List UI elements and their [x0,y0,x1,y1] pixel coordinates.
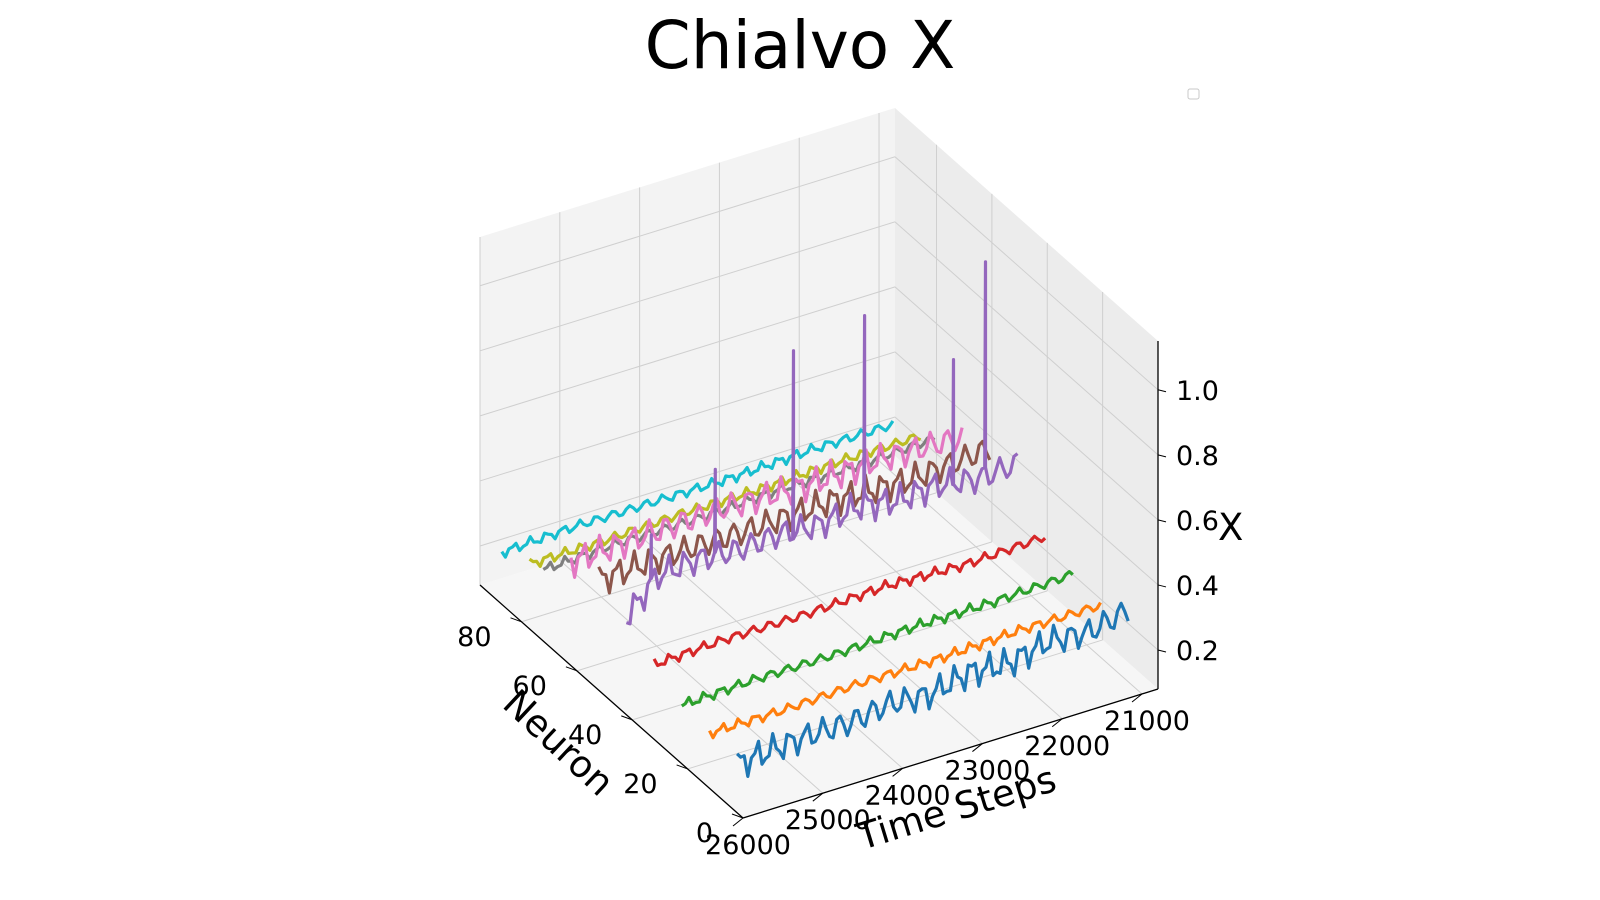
x-tick-mark [812,792,824,802]
series-line-neuron-45 [625,260,1019,626]
x-tick-label: 26000 [705,830,791,861]
side-pane [895,108,1158,689]
x-axis-line [742,688,1159,819]
x-tick-mark [972,743,983,752]
chart-title: Chialvo X [645,7,956,84]
grid-line-x [798,485,1063,720]
grid-line-y [576,541,993,672]
y-tick-mark [621,715,633,721]
x-tick-label: 21000 [1104,706,1190,737]
series-line-neuron-35 [652,534,1047,668]
z-tick-label: 0.4 [1176,571,1219,602]
series-line-neuron-5 [736,601,1130,779]
axes-panes [480,108,1158,818]
y-tick-mark [731,813,744,819]
grid-line-z [894,286,1159,521]
legend-box [1187,88,1200,100]
x-tick-mark [1051,718,1063,728]
grid-line-z [479,156,896,287]
y-tick-label: 60 [513,671,547,702]
z-axis-label: X [1218,506,1243,549]
y-tick-label: 0 [696,818,713,849]
z-tick-mark [1157,649,1167,653]
axis-lines [479,341,1167,827]
grid-line-x [639,535,903,769]
y-tick-label: 80 [457,622,491,653]
x-tick-mark [892,767,903,777]
y-axis-line [479,584,744,819]
y-tick-label: 40 [568,720,602,751]
back-pane [480,108,895,585]
grid-line-z [479,286,896,417]
z-tick-label: 0.6 [1176,506,1219,537]
y-tick-mark [676,764,688,770]
grid-line-z [894,351,1159,586]
grid-line-z [479,416,896,547]
series-line-neuron-90 [500,420,895,559]
x-tick-label: 23000 [944,756,1030,787]
series-line-neuron-80 [528,433,922,569]
grid-line-x [559,559,824,794]
series-line-neuron-15 [708,601,1102,740]
grid-line-z [479,351,896,482]
z-tick-mark [1157,389,1167,393]
x-tick-label: 25000 [785,805,871,836]
z-tick-mark [1157,584,1167,588]
series-line-neuron-65 [569,427,964,580]
y-tick-mark [565,666,578,672]
z-tick-mark [1157,454,1167,458]
z-tick-mark [1157,519,1167,523]
z-tick-label: 0.8 [1176,441,1219,472]
grid-line-z [894,221,1159,456]
series-group [500,260,1130,779]
z-tick-label: 1.0 [1176,376,1219,407]
y-tick-label: 20 [623,769,657,800]
x-tick-mark [732,817,744,827]
z-tick-label: 0.2 [1176,636,1219,667]
series-line-neuron-25 [680,569,1074,708]
y-tick-mark [510,617,522,623]
grid-line-z [479,221,896,352]
x-tick-mark [1131,693,1143,703]
y-axis-label: Neuron [495,681,623,804]
grid-line-z [894,416,1159,651]
x-tick-label: 24000 [865,780,951,811]
x-tick-label: 22000 [1024,731,1110,762]
grid-line-z [894,156,1159,391]
